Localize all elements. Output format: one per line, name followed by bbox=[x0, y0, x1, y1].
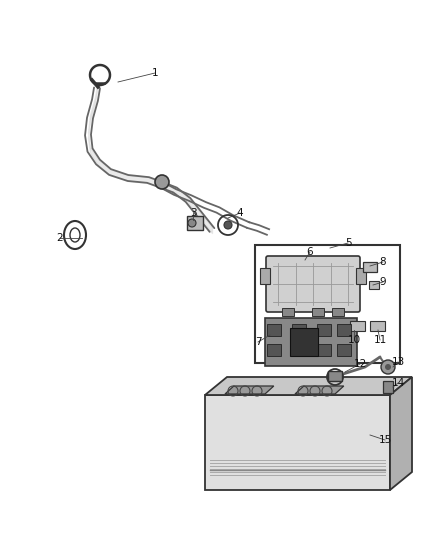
Bar bbox=[187, 216, 203, 230]
Bar bbox=[265, 318, 357, 366]
Polygon shape bbox=[205, 395, 390, 490]
Bar bbox=[290, 328, 318, 356]
Polygon shape bbox=[205, 377, 412, 395]
Text: 1: 1 bbox=[152, 68, 158, 78]
Circle shape bbox=[224, 221, 232, 229]
Text: 12: 12 bbox=[353, 359, 367, 369]
Bar bbox=[370, 321, 385, 331]
Text: 5: 5 bbox=[345, 238, 351, 248]
Text: 8: 8 bbox=[380, 257, 386, 267]
Polygon shape bbox=[295, 386, 344, 394]
Polygon shape bbox=[225, 386, 274, 394]
Text: 7: 7 bbox=[254, 337, 261, 347]
Text: 6: 6 bbox=[307, 247, 313, 257]
Bar bbox=[292, 344, 306, 356]
Bar bbox=[350, 321, 365, 331]
Text: 9: 9 bbox=[380, 277, 386, 287]
FancyBboxPatch shape bbox=[266, 256, 360, 312]
Bar bbox=[255, 245, 400, 363]
Text: 2: 2 bbox=[57, 233, 64, 243]
Text: 4: 4 bbox=[237, 208, 244, 218]
Text: 11: 11 bbox=[373, 335, 387, 345]
Text: 3: 3 bbox=[190, 208, 196, 218]
Text: 15: 15 bbox=[378, 435, 392, 445]
Bar bbox=[312, 308, 324, 316]
Bar bbox=[337, 344, 351, 356]
Circle shape bbox=[188, 219, 196, 227]
Polygon shape bbox=[390, 377, 412, 490]
Bar bbox=[383, 381, 393, 393]
Bar bbox=[267, 344, 281, 356]
Text: 14: 14 bbox=[392, 378, 405, 388]
Circle shape bbox=[381, 360, 395, 374]
Bar bbox=[282, 308, 294, 316]
Bar bbox=[292, 324, 306, 336]
Text: 13: 13 bbox=[392, 357, 405, 367]
Circle shape bbox=[385, 364, 391, 370]
Bar bbox=[328, 371, 342, 381]
Bar bbox=[363, 262, 377, 272]
Bar bbox=[369, 281, 379, 289]
Bar bbox=[260, 268, 270, 284]
Text: 10: 10 bbox=[347, 335, 360, 345]
Bar bbox=[267, 324, 281, 336]
Bar bbox=[332, 308, 344, 316]
Bar bbox=[317, 344, 331, 356]
Bar bbox=[356, 268, 366, 284]
Circle shape bbox=[155, 175, 169, 189]
Bar bbox=[317, 324, 331, 336]
Bar bbox=[337, 324, 351, 336]
